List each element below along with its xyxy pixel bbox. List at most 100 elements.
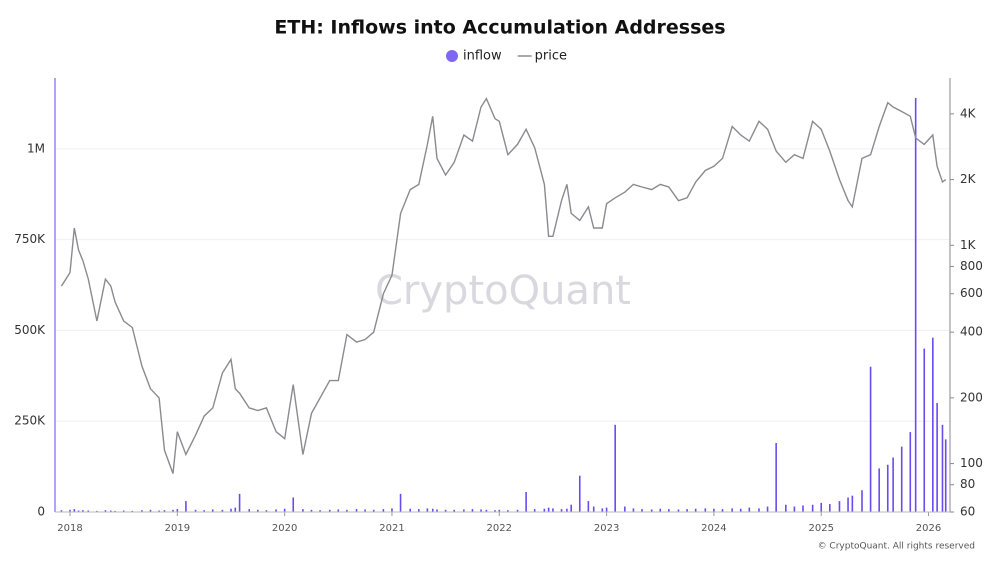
bar: [96, 510, 98, 512]
x-tick-label: 2025: [808, 523, 833, 534]
y2-tick-label: 800: [960, 259, 983, 273]
x-tick-label: 2018: [57, 523, 82, 534]
bar: [886, 464, 889, 512]
bar: [337, 509, 340, 512]
bar: [748, 507, 751, 512]
bar: [399, 493, 402, 512]
y-tick-label: 500K: [14, 323, 46, 337]
bar: [721, 509, 724, 512]
y2-tick-label: 200: [960, 390, 983, 404]
bar: [265, 510, 268, 512]
bar: [122, 510, 125, 512]
bar: [60, 510, 63, 512]
inflow-bars: [60, 97, 947, 513]
bar: [221, 509, 224, 512]
bar: [878, 468, 880, 512]
grid: [55, 148, 950, 513]
bar: [409, 508, 412, 512]
bar: [838, 501, 841, 512]
bar: [605, 507, 608, 512]
bar: [346, 509, 348, 512]
bar: [641, 509, 643, 512]
bar: [869, 366, 872, 512]
bar: [302, 509, 304, 512]
watermark: CryptoQuant: [375, 268, 631, 314]
bar: [230, 508, 232, 512]
bar: [436, 509, 438, 512]
legend-swatch: [446, 50, 458, 62]
bar: [525, 492, 527, 512]
bar: [909, 432, 912, 512]
bar: [936, 403, 938, 512]
bar: [570, 504, 572, 512]
y2-tick-label: 2K: [960, 172, 977, 186]
bar: [480, 509, 482, 512]
bar: [194, 509, 197, 512]
bar: [847, 497, 849, 512]
bar: [275, 509, 277, 512]
bar: [592, 506, 595, 512]
bar: [668, 509, 670, 512]
bar: [431, 508, 434, 512]
bar: [77, 510, 80, 512]
bar: [444, 509, 447, 512]
bar: [547, 507, 550, 512]
y-tick-label: 750K: [14, 232, 46, 246]
bar: [829, 504, 831, 512]
y2-tick-label: 1K: [960, 238, 977, 252]
y2-tick-label: 100: [960, 456, 983, 470]
bar: [861, 490, 863, 512]
bar: [382, 509, 385, 512]
x-tick-label: 2020: [272, 523, 297, 534]
bar: [131, 510, 134, 512]
bar: [417, 509, 420, 512]
bar: [932, 337, 934, 512]
bar: [257, 509, 259, 512]
bar: [110, 510, 112, 512]
footer: © CryptoQuant. All rights reserved: [818, 542, 975, 552]
bar: [758, 508, 760, 512]
bar: [923, 348, 926, 512]
y2-tick-label: 4K: [960, 106, 977, 120]
bar: [391, 508, 393, 512]
bar: [516, 509, 519, 512]
bar: [704, 508, 707, 512]
bar: [785, 504, 787, 512]
bar: [114, 510, 116, 512]
bar: [793, 506, 796, 512]
bar: [713, 508, 715, 512]
bar: [319, 510, 321, 512]
x-tick-label: 2026: [916, 523, 941, 534]
y2-tick-label: 600: [960, 286, 983, 300]
bar: [73, 509, 76, 512]
bar: [941, 424, 944, 512]
bar: [677, 509, 680, 512]
bar: [211, 509, 214, 512]
bar: [892, 457, 894, 512]
x-tick-label: 2021: [379, 523, 404, 534]
bar: [494, 510, 496, 512]
y-tick-label: 1M: [27, 141, 45, 155]
bar: [185, 501, 187, 512]
bar: [820, 502, 823, 512]
bar: [802, 505, 804, 512]
bar: [149, 509, 152, 512]
bar: [283, 508, 286, 512]
bar: [587, 501, 590, 512]
bar: [601, 508, 604, 512]
bar: [234, 507, 237, 512]
bar: [238, 493, 241, 512]
bar: [739, 508, 742, 512]
bar: [248, 509, 251, 512]
bar: [686, 509, 688, 512]
x-tick-label: 2023: [594, 523, 619, 534]
bar: [176, 509, 179, 512]
bar: [69, 509, 71, 512]
bar: [766, 506, 769, 512]
bar: [614, 424, 616, 512]
bar: [485, 509, 488, 512]
bar: [811, 504, 814, 512]
x-tick-label: 2022: [487, 523, 512, 534]
y-tick-label: 0: [37, 505, 45, 519]
bar: [471, 509, 474, 512]
